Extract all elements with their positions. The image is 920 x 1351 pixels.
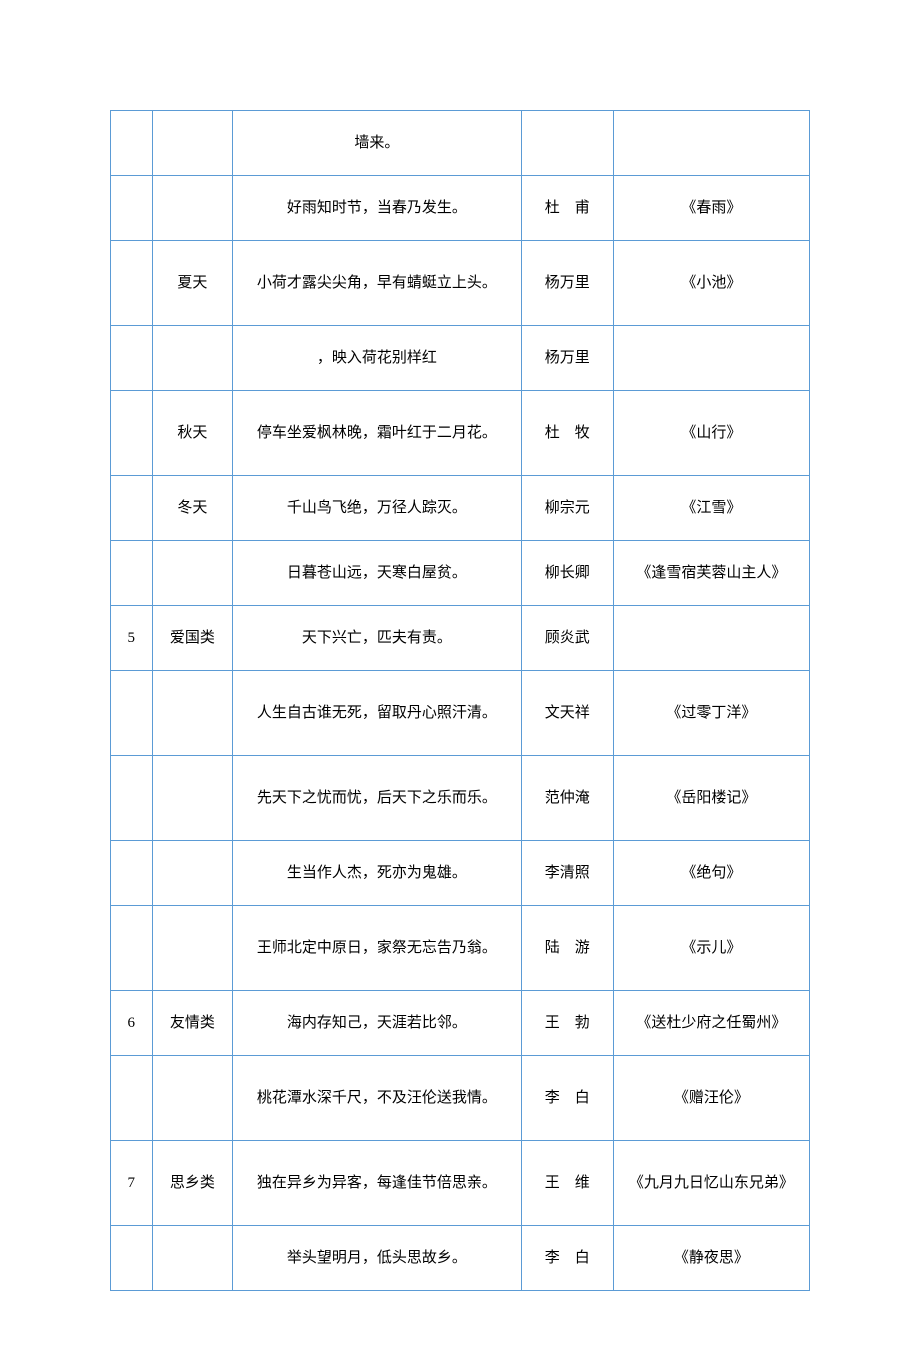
- cell-title: 《静夜思》: [613, 1226, 809, 1291]
- cell-author: 陆 游: [521, 906, 613, 991]
- table-row: 好雨知时节，当春乃发生。杜 甫《春雨》: [111, 176, 810, 241]
- cell-number: [111, 671, 153, 756]
- cell-author: 杜 牧: [521, 391, 613, 476]
- table-row: 桃花潭水深千尺，不及汪伦送我情。李 白《赠汪伦》: [111, 1056, 810, 1141]
- cell-title: [613, 326, 809, 391]
- cell-author: 李 白: [521, 1056, 613, 1141]
- table-row: 日暮苍山远，天寒白屋贫。柳长卿《逢雪宿芙蓉山主人》: [111, 541, 810, 606]
- cell-number: [111, 756, 153, 841]
- table-row: 夏天小荷才露尖尖角，早有蜻蜓立上头。杨万里《小池》: [111, 241, 810, 326]
- cell-verse: ，映入荷花别样红: [233, 326, 521, 391]
- cell-title: 《逢雪宿芙蓉山主人》: [613, 541, 809, 606]
- table-row: 墙来。: [111, 111, 810, 176]
- cell-verse: 桃花潭水深千尺，不及汪伦送我情。: [233, 1056, 521, 1141]
- cell-title: 《绝句》: [613, 841, 809, 906]
- cell-author: 范仲淹: [521, 756, 613, 841]
- cell-verse: 千山鸟飞绝，万径人踪灭。: [233, 476, 521, 541]
- cell-title: 《岳阳楼记》: [613, 756, 809, 841]
- cell-author: 柳长卿: [521, 541, 613, 606]
- cell-number: 5: [111, 606, 153, 671]
- cell-verse: 墙来。: [233, 111, 521, 176]
- document-page: 墙来。好雨知时节，当春乃发生。杜 甫《春雨》夏天小荷才露尖尖角，早有蜻蜓立上头。…: [0, 0, 920, 1351]
- cell-number: [111, 476, 153, 541]
- cell-number: [111, 241, 153, 326]
- cell-number: [111, 906, 153, 991]
- cell-category: [152, 326, 233, 391]
- cell-author: 杨万里: [521, 326, 613, 391]
- table-row: ，映入荷花别样红杨万里: [111, 326, 810, 391]
- cell-number: [111, 541, 153, 606]
- table-row: 人生自古谁无死，留取丹心照汗清。文天祥《过零丁洋》: [111, 671, 810, 756]
- cell-verse: 生当作人杰，死亦为鬼雄。: [233, 841, 521, 906]
- cell-author: 李 白: [521, 1226, 613, 1291]
- table-row: 5爱国类天下兴亡，匹夫有责。顾炎武: [111, 606, 810, 671]
- cell-verse: 人生自古谁无死，留取丹心照汗清。: [233, 671, 521, 756]
- poetry-table: 墙来。好雨知时节，当春乃发生。杜 甫《春雨》夏天小荷才露尖尖角，早有蜻蜓立上头。…: [110, 110, 810, 1291]
- cell-category: 夏天: [152, 241, 233, 326]
- cell-category: [152, 541, 233, 606]
- cell-number: 6: [111, 991, 153, 1056]
- table-row: 秋天停车坐爱枫林晚，霜叶红于二月花。杜 牧《山行》: [111, 391, 810, 476]
- cell-title: 《江雪》: [613, 476, 809, 541]
- cell-number: [111, 841, 153, 906]
- cell-verse: 海内存知己，天涯若比邻。: [233, 991, 521, 1056]
- cell-number: [111, 111, 153, 176]
- cell-category: [152, 1056, 233, 1141]
- cell-title: 《小池》: [613, 241, 809, 326]
- cell-author: 杜 甫: [521, 176, 613, 241]
- cell-author: 李清照: [521, 841, 613, 906]
- table-row: 6友情类海内存知己，天涯若比邻。王 勃《送杜少府之任蜀州》: [111, 991, 810, 1056]
- cell-title: 《示儿》: [613, 906, 809, 991]
- cell-category: [152, 1226, 233, 1291]
- cell-author: 柳宗元: [521, 476, 613, 541]
- cell-title: 《送杜少府之任蜀州》: [613, 991, 809, 1056]
- cell-category: 友情类: [152, 991, 233, 1056]
- cell-verse: 独在异乡为异客，每逢佳节倍思亲。: [233, 1141, 521, 1226]
- cell-verse: 王师北定中原日，家祭无忘告乃翁。: [233, 906, 521, 991]
- cell-category: 秋天: [152, 391, 233, 476]
- cell-category: 思乡类: [152, 1141, 233, 1226]
- cell-category: [152, 176, 233, 241]
- cell-author: [521, 111, 613, 176]
- cell-category: 冬天: [152, 476, 233, 541]
- cell-author: 王 维: [521, 1141, 613, 1226]
- cell-title: 《九月九日忆山东兄弟》: [613, 1141, 809, 1226]
- cell-author: 王 勃: [521, 991, 613, 1056]
- cell-verse: 日暮苍山远，天寒白屋贫。: [233, 541, 521, 606]
- table-row: 7思乡类独在异乡为异客，每逢佳节倍思亲。王 维《九月九日忆山东兄弟》: [111, 1141, 810, 1226]
- cell-category: [152, 671, 233, 756]
- cell-category: [152, 906, 233, 991]
- cell-number: [111, 391, 153, 476]
- cell-author: 杨万里: [521, 241, 613, 326]
- table-row: 王师北定中原日，家祭无忘告乃翁。陆 游《示儿》: [111, 906, 810, 991]
- table-row: 生当作人杰，死亦为鬼雄。李清照《绝句》: [111, 841, 810, 906]
- cell-category: 爱国类: [152, 606, 233, 671]
- cell-verse: 好雨知时节，当春乃发生。: [233, 176, 521, 241]
- cell-title: 《山行》: [613, 391, 809, 476]
- cell-verse: 天下兴亡，匹夫有责。: [233, 606, 521, 671]
- cell-title: [613, 606, 809, 671]
- cell-category: [152, 841, 233, 906]
- cell-title: [613, 111, 809, 176]
- cell-number: [111, 1226, 153, 1291]
- cell-title: 《赠汪伦》: [613, 1056, 809, 1141]
- cell-verse: 小荷才露尖尖角，早有蜻蜓立上头。: [233, 241, 521, 326]
- cell-author: 顾炎武: [521, 606, 613, 671]
- cell-title: 《春雨》: [613, 176, 809, 241]
- cell-category: [152, 756, 233, 841]
- cell-number: 7: [111, 1141, 153, 1226]
- cell-number: [111, 1056, 153, 1141]
- cell-verse: 先天下之忧而忧，后天下之乐而乐。: [233, 756, 521, 841]
- cell-author: 文天祥: [521, 671, 613, 756]
- cell-verse: 举头望明月，低头思故乡。: [233, 1226, 521, 1291]
- table-body: 墙来。好雨知时节，当春乃发生。杜 甫《春雨》夏天小荷才露尖尖角，早有蜻蜓立上头。…: [111, 111, 810, 1291]
- cell-number: [111, 326, 153, 391]
- cell-number: [111, 176, 153, 241]
- cell-category: [152, 111, 233, 176]
- table-row: 冬天千山鸟飞绝，万径人踪灭。柳宗元《江雪》: [111, 476, 810, 541]
- table-row: 先天下之忧而忧，后天下之乐而乐。范仲淹《岳阳楼记》: [111, 756, 810, 841]
- cell-title: 《过零丁洋》: [613, 671, 809, 756]
- table-row: 举头望明月，低头思故乡。李 白《静夜思》: [111, 1226, 810, 1291]
- cell-verse: 停车坐爱枫林晚，霜叶红于二月花。: [233, 391, 521, 476]
